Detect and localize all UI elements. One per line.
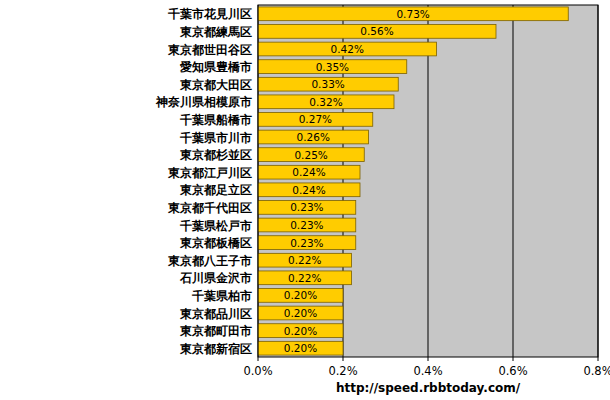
bar — [258, 25, 496, 39]
bar — [258, 236, 356, 250]
bar — [258, 341, 343, 355]
category-label: 千葉県松戸市 — [179, 219, 252, 233]
category-label: 東京都練馬区 — [179, 25, 252, 39]
chart-svg: 0.73%0.56% 0.42% 0.35% 0.33% 0.32% 0.27% 0.26%… — [0, 0, 610, 400]
category-label: 神奈川県相模原市 — [155, 95, 252, 109]
data-label: 0.23% — [290, 219, 323, 231]
tick-mark — [428, 357, 429, 361]
data-labels: 0.73%0.56% 0.42% 0.35% 0.33% 0.32% 0.27% 0.26%… — [284, 8, 430, 354]
category-label: 東京都大田区 — [179, 78, 252, 92]
bar — [258, 60, 407, 74]
data-label: 0.23% — [290, 237, 323, 249]
data-label: 0.20% — [284, 325, 317, 337]
category-label: 石川県金沢市 — [179, 271, 252, 285]
tick-label: 0.4% — [413, 364, 442, 378]
category-label: 東京都板橋区 — [179, 236, 252, 250]
bar — [258, 77, 398, 91]
bar — [258, 306, 343, 320]
category-label: 東京都足立区 — [179, 183, 252, 197]
data-label: 0.22% — [288, 254, 321, 266]
data-label: 0.22% — [288, 272, 321, 284]
data-label: 0.26% — [297, 131, 330, 143]
bar — [258, 95, 394, 109]
bar — [258, 42, 437, 56]
tick-label: 0.8% — [583, 364, 610, 378]
data-label: 0.56% — [360, 25, 393, 37]
category-label: 東京都町田市 — [179, 324, 252, 338]
category-label: 東京都八王子市 — [167, 254, 252, 268]
grid-line — [428, 5, 429, 357]
category-label: 愛知県豊橋市 — [180, 60, 252, 74]
category-label: 東京都千代田区 — [167, 201, 252, 215]
bar — [258, 183, 360, 197]
bars — [258, 7, 568, 355]
bar — [258, 218, 356, 232]
bar — [258, 148, 364, 162]
bar — [258, 271, 352, 285]
tick-label: 0.6% — [498, 364, 527, 378]
tick-mark — [598, 357, 599, 361]
category-labels: 千葉市花見川区東京都練馬区東京都世田谷区愛知県豊橋市東京都大田区神奈川県相模原市… — [155, 7, 252, 355]
tick-label: 0.2% — [328, 364, 357, 378]
category-label: 千葉県柏市 — [191, 289, 252, 303]
grid-line — [343, 5, 344, 357]
data-label: 0.42% — [331, 43, 364, 55]
tick-mark — [343, 357, 344, 361]
data-label: 0.25% — [294, 149, 327, 161]
bar — [258, 253, 352, 267]
grid-line — [513, 5, 514, 357]
category-label: 千葉県船橋市 — [179, 113, 252, 127]
tick-label: 0.0% — [243, 364, 272, 378]
annotation: http://speed.rbbtoday.com/ — [336, 381, 521, 395]
data-label: 0.73% — [396, 8, 429, 20]
category-label: 千葉市花見川区 — [167, 7, 252, 21]
data-label: 0.27% — [299, 113, 332, 125]
category-label: 千葉県市川市 — [179, 131, 252, 145]
data-label: 0.24% — [292, 166, 325, 178]
category-label: 東京都新宿区 — [179, 342, 252, 356]
data-label: 0.35% — [316, 61, 349, 73]
data-label: 0.33% — [311, 78, 344, 90]
chart-container: 0.73%0.56% 0.42% 0.35% 0.33% 0.32% 0.27% 0.26%… — [0, 0, 610, 400]
tick-mark — [258, 357, 259, 361]
data-label: 0.20% — [284, 289, 317, 301]
bar — [258, 201, 356, 215]
data-label: 0.20% — [284, 342, 317, 354]
data-label: 0.24% — [292, 184, 325, 196]
category-label: 東京都世田谷区 — [167, 43, 252, 57]
data-label: 0.23% — [290, 201, 323, 213]
bar — [258, 324, 343, 338]
tick-mark — [513, 357, 514, 361]
plot-background — [258, 5, 598, 357]
bar — [258, 289, 343, 303]
category-label: 東京都江戸川区 — [167, 166, 252, 180]
category-label: 東京都杉並区 — [179, 148, 252, 162]
data-label: 0.20% — [284, 307, 317, 319]
bar — [258, 165, 360, 179]
bar — [258, 130, 369, 144]
bar — [258, 7, 568, 21]
bar — [258, 113, 373, 127]
data-label: 0.32% — [309, 96, 342, 108]
category-label: 東京都品川区 — [179, 307, 252, 321]
plot-frame — [258, 5, 598, 357]
